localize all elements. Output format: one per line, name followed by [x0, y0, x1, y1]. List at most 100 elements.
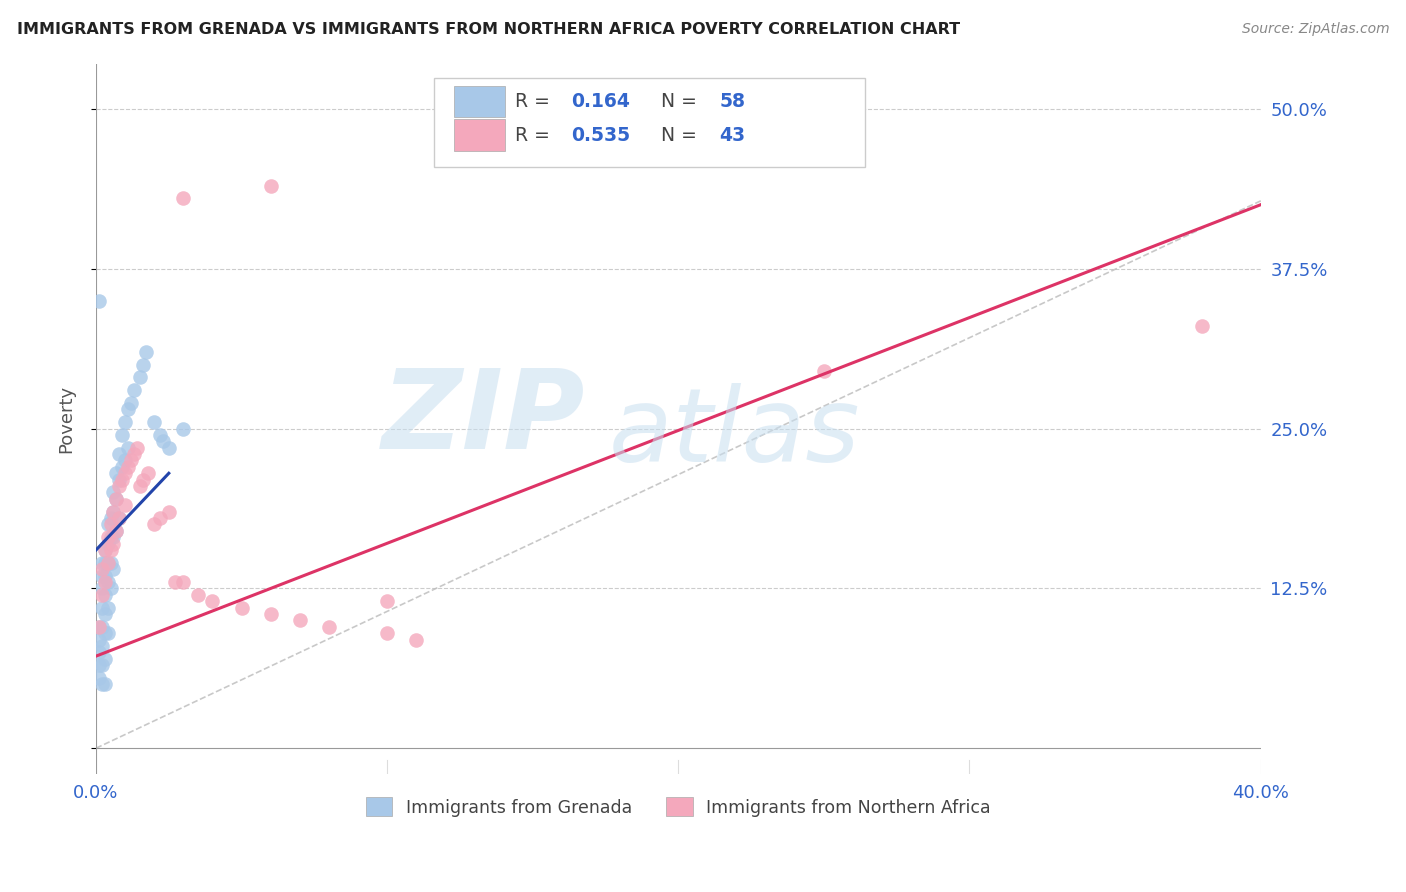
- Point: [114, 467, 136, 481]
- Point: [87, 620, 110, 634]
- Point: [87, 632, 110, 647]
- Text: ZIP: ZIP: [381, 366, 585, 473]
- Point: [94, 574, 117, 589]
- Text: atlas: atlas: [609, 383, 860, 483]
- Point: [260, 178, 283, 193]
- Point: [90, 639, 112, 653]
- Point: [128, 370, 150, 384]
- Point: [94, 607, 117, 621]
- Point: [143, 415, 166, 429]
- Text: Source: ZipAtlas.com: Source: ZipAtlas.com: [1241, 22, 1389, 37]
- Text: 0.535: 0.535: [571, 126, 630, 145]
- Point: [108, 473, 131, 487]
- FancyBboxPatch shape: [454, 120, 505, 151]
- Point: [114, 453, 136, 467]
- Point: [288, 613, 311, 627]
- Text: 43: 43: [718, 126, 745, 145]
- Point: [108, 479, 131, 493]
- Point: [105, 491, 128, 506]
- Point: [114, 498, 136, 512]
- Point: [405, 632, 427, 647]
- Point: [134, 344, 156, 359]
- Point: [813, 364, 835, 378]
- Point: [143, 517, 166, 532]
- Point: [1191, 319, 1213, 334]
- Point: [97, 556, 120, 570]
- Point: [94, 588, 117, 602]
- Point: [103, 530, 125, 544]
- Point: [375, 626, 398, 640]
- Point: [120, 453, 142, 467]
- Point: [122, 447, 145, 461]
- Point: [152, 434, 174, 449]
- Point: [94, 677, 117, 691]
- Point: [103, 505, 125, 519]
- Point: [87, 293, 110, 308]
- Point: [100, 511, 122, 525]
- Point: [94, 543, 117, 558]
- Point: [187, 588, 209, 602]
- Point: [105, 467, 128, 481]
- Point: [97, 556, 120, 570]
- Point: [117, 402, 139, 417]
- Point: [103, 536, 125, 550]
- Point: [100, 530, 122, 544]
- Point: [108, 511, 131, 525]
- Text: R =: R =: [515, 126, 557, 145]
- Point: [103, 505, 125, 519]
- Point: [375, 594, 398, 608]
- Point: [108, 447, 131, 461]
- Point: [87, 658, 110, 673]
- Point: [97, 530, 120, 544]
- Point: [122, 383, 145, 397]
- Point: [90, 600, 112, 615]
- Point: [100, 543, 122, 558]
- Point: [125, 441, 148, 455]
- Point: [105, 524, 128, 538]
- Point: [172, 574, 194, 589]
- Point: [157, 505, 180, 519]
- Point: [90, 588, 112, 602]
- Point: [94, 626, 117, 640]
- Point: [108, 511, 131, 525]
- Point: [131, 473, 153, 487]
- Point: [100, 582, 122, 596]
- Text: R =: R =: [515, 92, 557, 112]
- Point: [90, 620, 112, 634]
- Point: [97, 626, 120, 640]
- Point: [172, 421, 194, 435]
- Point: [318, 620, 340, 634]
- Legend: Immigrants from Grenada, Immigrants from Northern Africa: Immigrants from Grenada, Immigrants from…: [357, 789, 1000, 825]
- Point: [97, 536, 120, 550]
- Point: [90, 658, 112, 673]
- Point: [149, 511, 172, 525]
- FancyBboxPatch shape: [454, 86, 505, 117]
- Point: [260, 607, 283, 621]
- Point: [87, 620, 110, 634]
- Point: [100, 556, 122, 570]
- Point: [105, 524, 128, 538]
- Point: [94, 651, 117, 665]
- Text: N =: N =: [650, 92, 703, 112]
- Point: [90, 568, 112, 582]
- Point: [87, 671, 110, 685]
- Point: [90, 677, 112, 691]
- FancyBboxPatch shape: [434, 78, 865, 167]
- Point: [231, 600, 253, 615]
- Point: [105, 491, 128, 506]
- Point: [111, 459, 134, 474]
- Point: [117, 459, 139, 474]
- Point: [128, 479, 150, 493]
- Text: IMMIGRANTS FROM GRENADA VS IMMIGRANTS FROM NORTHERN AFRICA POVERTY CORRELATION C: IMMIGRANTS FROM GRENADA VS IMMIGRANTS FR…: [17, 22, 960, 37]
- Point: [87, 645, 110, 659]
- Text: 58: 58: [718, 92, 745, 112]
- Text: 0.164: 0.164: [571, 92, 630, 112]
- Point: [103, 485, 125, 500]
- Point: [94, 556, 117, 570]
- Point: [90, 556, 112, 570]
- Point: [94, 543, 117, 558]
- Point: [149, 428, 172, 442]
- Point: [103, 562, 125, 576]
- Point: [94, 568, 117, 582]
- Point: [111, 473, 134, 487]
